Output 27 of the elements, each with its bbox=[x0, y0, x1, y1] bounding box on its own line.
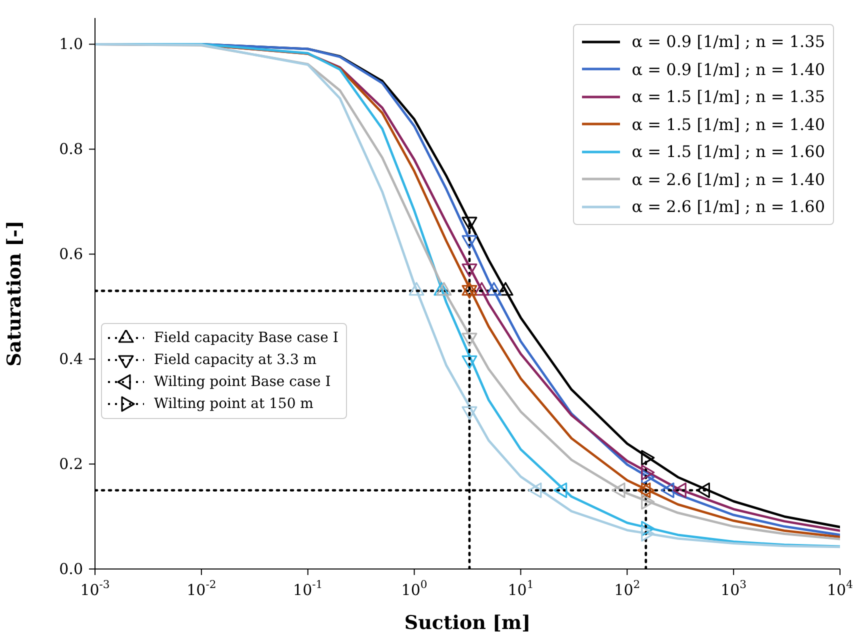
x-tick-label: 10$^{2}$ bbox=[614, 578, 640, 599]
y-tick-label: 1.0 bbox=[59, 35, 83, 54]
x-tick-label: 10$^{-3}$ bbox=[80, 578, 110, 599]
legend-label: Field capacity at 3.3 m bbox=[154, 351, 317, 370]
legend-label: Wilting point at 150 m bbox=[154, 395, 314, 414]
legend-label: α = 2.6 [1/m] ; n = 1.40 bbox=[632, 168, 825, 190]
legend-label: α = 0.9 [1/m] ; n = 1.35 bbox=[632, 31, 825, 53]
legend-label: Field capacity Base case I bbox=[154, 329, 338, 348]
y-tick-label: 0.8 bbox=[59, 140, 83, 158]
x-tick-label: 10$^{-1}$ bbox=[293, 578, 323, 599]
legend-label: α = 1.5 [1/m] ; n = 1.40 bbox=[632, 114, 825, 136]
legend-label: α = 0.9 [1/m] ; n = 1.40 bbox=[632, 58, 825, 80]
y-tick-label: 0.6 bbox=[59, 245, 83, 264]
legend-label: α = 1.5 [1/m] ; n = 1.35 bbox=[632, 86, 825, 108]
x-tick-label: 10$^{-2}$ bbox=[186, 578, 216, 599]
x-tick-label: 10$^{4}$ bbox=[827, 578, 854, 599]
y-tick-label: 0.4 bbox=[59, 350, 83, 368]
legend-label: α = 2.6 [1/m] ; n = 1.60 bbox=[632, 196, 825, 218]
x-tick-label: 10$^{1}$ bbox=[508, 578, 534, 599]
legend-label: Wilting point Base case I bbox=[154, 373, 331, 392]
y-tick-label: 0.2 bbox=[59, 455, 83, 474]
x-axis-title: Suction [m] bbox=[404, 612, 531, 633]
x-tick-label: 10$^{0}$ bbox=[401, 578, 428, 599]
y-tick-label: 0.0 bbox=[59, 560, 83, 578]
legend-label: α = 1.5 [1/m] ; n = 1.60 bbox=[632, 141, 825, 163]
x-tick-label: 10$^{3}$ bbox=[720, 578, 747, 599]
y-axis-title: Saturation [-] bbox=[4, 220, 26, 366]
